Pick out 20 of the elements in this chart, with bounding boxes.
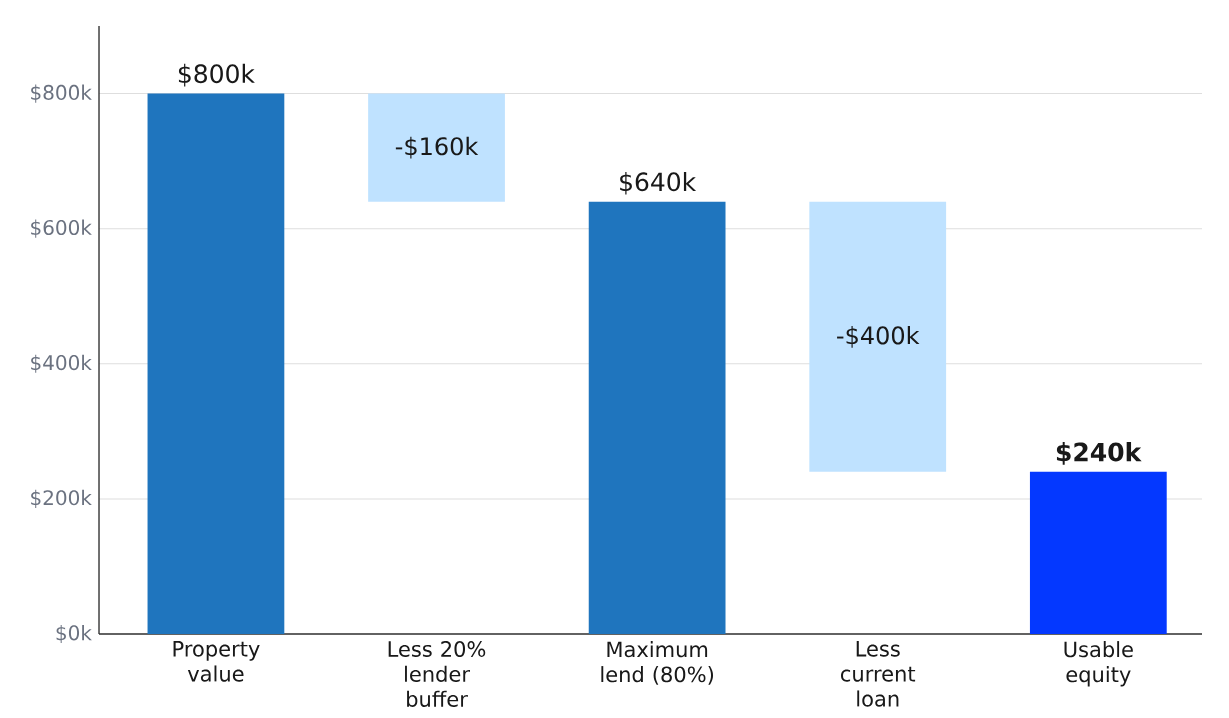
data-label: -$400k (837, 325, 920, 348)
bar (147, 93, 285, 634)
y-tick-label: $200k (31, 489, 92, 508)
x-tick-label: Maximum lend (80%) (601, 641, 714, 685)
data-label: $640k (620, 171, 697, 195)
bar (809, 201, 947, 472)
bar (1029, 471, 1167, 634)
y-tick-label: $400k (31, 354, 92, 373)
data-label: $800k (178, 63, 255, 87)
data-label: -$160k (395, 136, 479, 159)
x-tick-label: Less 20% lender buffer (388, 641, 486, 707)
x-tick-label: Property value (173, 641, 260, 682)
y-tick-label: $800k (31, 84, 92, 103)
bar (588, 201, 726, 634)
data-label: $240k (1056, 442, 1142, 465)
bar (368, 93, 505, 202)
x-tick-label: Usable equity (1064, 641, 1133, 687)
y-tick-label: $600k (31, 219, 92, 238)
y-tick-label: $0k (56, 624, 92, 644)
x-tick-label: Less current loan (841, 641, 916, 707)
